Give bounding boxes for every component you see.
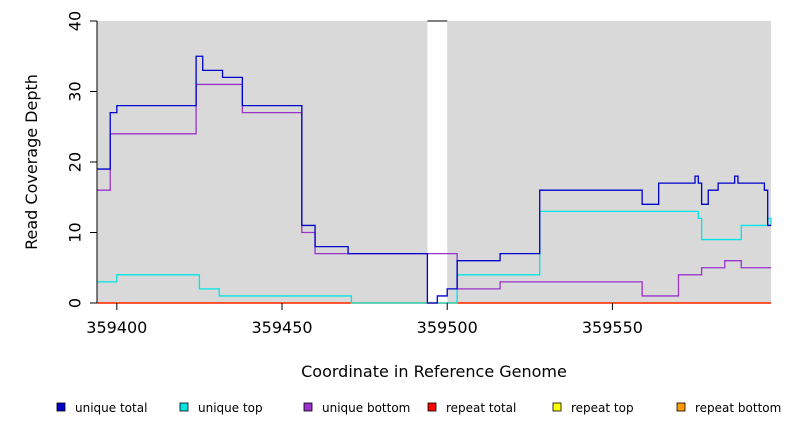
x-axis-label: Coordinate in Reference Genome (301, 362, 567, 381)
legend-item-unique-top: unique top (179, 401, 263, 415)
x-tick-label: 359550 (582, 318, 643, 337)
legend-label: unique total (75, 401, 147, 415)
series-line-unique-top (97, 210, 772, 304)
x-tick-label: 359500 (417, 318, 478, 337)
legend-label: repeat top (571, 401, 634, 415)
legend-item-unique-total: unique total (56, 401, 147, 415)
x-tick-label: 359450 (251, 318, 312, 337)
legend-item-repeat-bottom: repeat bottom (676, 401, 781, 415)
legend-swatch (676, 402, 686, 412)
series-line-unique-bottom (97, 83, 771, 297)
legend-label: unique top (198, 401, 263, 415)
legend-item-unique-bottom: unique bottom (303, 401, 410, 415)
legend-item-repeat-total: repeat total (427, 401, 516, 415)
shaded-region-2 (447, 21, 771, 303)
legend-swatch (552, 402, 562, 412)
y-tick-label: 40 (66, 11, 85, 31)
x-tick-label: 359400 (86, 318, 147, 337)
legend-swatch (427, 402, 437, 412)
legend-label: repeat bottom (695, 401, 781, 415)
series-lines (97, 55, 772, 304)
legend-swatch (179, 402, 189, 412)
y-tick-label: 30 (66, 81, 85, 101)
y-tick-label: 20 (66, 152, 85, 172)
legend-label: repeat total (446, 401, 516, 415)
shaded-region-1 (97, 21, 428, 303)
shaded-regions (97, 20, 771, 303)
axes: 0 10 20 30 40 359400 359450 359500 359550 (66, 11, 643, 337)
legend-item-repeat-top: repeat top (552, 401, 634, 415)
legend-swatch (56, 402, 66, 412)
legend: unique total unique top unique bottom repea… (56, 401, 781, 415)
series-line-unique-total (97, 55, 771, 304)
legend-swatch (303, 402, 313, 412)
legend-label: unique bottom (322, 401, 410, 415)
y-tick-label: 10 (66, 222, 85, 242)
y-tick-label: 0 (66, 298, 85, 308)
y-axis-label: Read Coverage Depth (22, 74, 41, 250)
